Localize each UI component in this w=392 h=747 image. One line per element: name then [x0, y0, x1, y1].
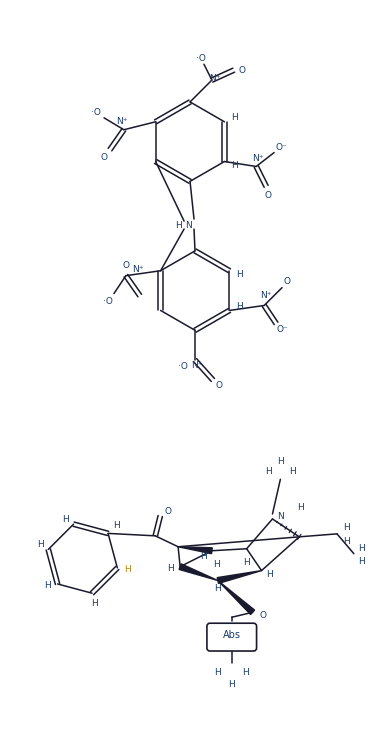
Polygon shape [179, 564, 218, 580]
Polygon shape [178, 547, 212, 554]
Text: H: H [124, 565, 131, 574]
Text: H: H [231, 114, 238, 123]
Text: Abs: Abs [223, 630, 241, 640]
Text: H: H [175, 220, 181, 229]
Text: H: H [236, 302, 243, 311]
Polygon shape [218, 580, 255, 615]
Text: H: H [265, 467, 272, 476]
Text: O: O [259, 611, 266, 620]
Text: H: H [214, 669, 221, 678]
Text: N⁺: N⁺ [252, 154, 264, 163]
Polygon shape [217, 571, 261, 583]
Text: O: O [100, 153, 107, 162]
Text: ·O: ·O [103, 297, 113, 306]
Text: O⁻: O⁻ [275, 143, 287, 152]
Text: H: H [229, 681, 235, 689]
Text: N: N [185, 220, 191, 229]
Text: H: H [236, 270, 243, 279]
Text: H: H [201, 552, 207, 561]
Text: H: H [343, 524, 350, 533]
Text: H: H [358, 545, 365, 554]
Text: N⁺: N⁺ [116, 117, 128, 126]
Text: H: H [44, 581, 51, 590]
Text: N⁺: N⁺ [209, 74, 221, 83]
Text: O: O [122, 261, 129, 270]
Text: O: O [265, 190, 272, 199]
Text: ·O: ·O [178, 362, 188, 371]
Text: N⁺: N⁺ [260, 291, 272, 300]
Text: H: H [214, 560, 220, 569]
Text: H: H [243, 558, 250, 567]
Text: H: H [358, 557, 365, 566]
Text: H: H [214, 584, 221, 593]
Text: O: O [165, 506, 172, 515]
FancyBboxPatch shape [207, 623, 257, 651]
Text: H: H [289, 467, 296, 476]
Text: O⁻: O⁻ [276, 325, 288, 334]
Text: H: H [277, 457, 284, 466]
Text: N⁺: N⁺ [132, 265, 143, 274]
Text: N: N [277, 512, 284, 521]
Text: O: O [238, 66, 245, 75]
Text: ·O: ·O [91, 108, 101, 117]
Text: H: H [297, 503, 304, 512]
Text: H: H [37, 540, 44, 549]
Text: O: O [215, 382, 222, 391]
Text: H: H [242, 669, 249, 678]
Text: H: H [231, 161, 238, 170]
Text: ·O: ·O [196, 54, 206, 63]
Text: H: H [91, 598, 98, 607]
Text: N⁺: N⁺ [191, 361, 203, 370]
Text: H: H [167, 564, 174, 573]
Text: H: H [62, 515, 69, 524]
Text: H: H [113, 521, 120, 530]
Text: O: O [283, 277, 290, 286]
Text: H: H [343, 537, 350, 546]
Text: H: H [266, 570, 273, 579]
